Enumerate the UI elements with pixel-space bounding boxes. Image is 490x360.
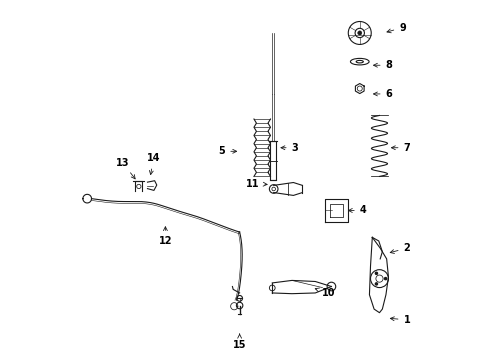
Circle shape <box>385 278 387 280</box>
Bar <box>270 141 276 180</box>
Circle shape <box>375 272 377 274</box>
Circle shape <box>358 31 362 35</box>
Text: 8: 8 <box>373 60 392 70</box>
Text: 12: 12 <box>159 227 172 246</box>
Text: 1: 1 <box>391 315 410 325</box>
Text: 15: 15 <box>233 334 246 350</box>
Text: 4: 4 <box>348 206 367 216</box>
Text: 6: 6 <box>373 89 392 99</box>
Text: 3: 3 <box>281 143 298 153</box>
Text: 14: 14 <box>147 153 160 175</box>
Circle shape <box>375 283 377 285</box>
Text: 7: 7 <box>392 143 410 153</box>
Text: 11: 11 <box>246 179 267 189</box>
Text: 5: 5 <box>219 146 237 156</box>
Text: 13: 13 <box>116 158 135 179</box>
Text: 9: 9 <box>387 23 406 33</box>
Text: 10: 10 <box>315 288 336 298</box>
Text: 2: 2 <box>390 243 410 253</box>
